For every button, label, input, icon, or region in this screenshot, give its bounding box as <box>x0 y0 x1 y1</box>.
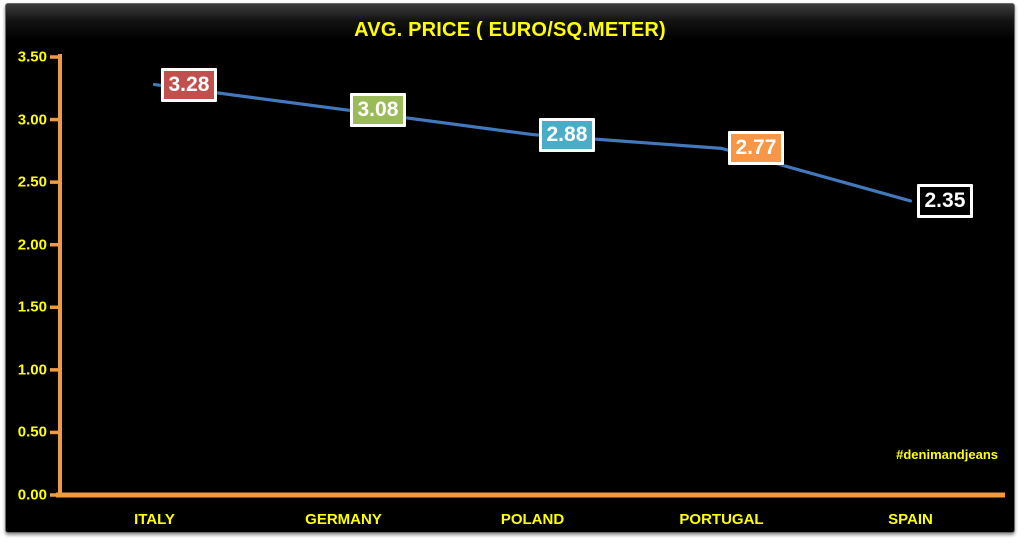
y-tick-label: 3.00 <box>17 111 47 129</box>
y-tick-label: 3.50 <box>17 48 47 66</box>
watermark-hashtag: #denimandjeans <box>896 447 998 462</box>
price-series-line <box>152 82 913 203</box>
x-category-label: POLAND <box>500 511 565 528</box>
data-point-label: 3.08 <box>349 92 407 127</box>
y-tick-label: 2.00 <box>17 236 47 254</box>
chart-title: AVG. PRICE ( EURO/SQ.METER) <box>354 19 666 41</box>
data-point-label: 3.28 <box>160 67 218 102</box>
y-tick-label: 1.00 <box>17 361 47 379</box>
data-point-label: 2.88 <box>538 117 596 152</box>
data-point-label: 2.35 <box>916 183 974 218</box>
x-category-label: GERMANY <box>305 511 382 528</box>
y-tick-label: 2.50 <box>17 173 47 191</box>
x-category-label: SPAIN <box>888 511 933 528</box>
y-tick-label: 0.00 <box>17 486 47 504</box>
x-category-label: ITALY <box>134 511 175 528</box>
y-tick-label: 0.50 <box>17 423 47 441</box>
y-tick-label: 1.50 <box>17 298 47 316</box>
x-category-label: PORTUGAL <box>679 511 764 528</box>
data-point-label: 2.77 <box>727 131 785 166</box>
